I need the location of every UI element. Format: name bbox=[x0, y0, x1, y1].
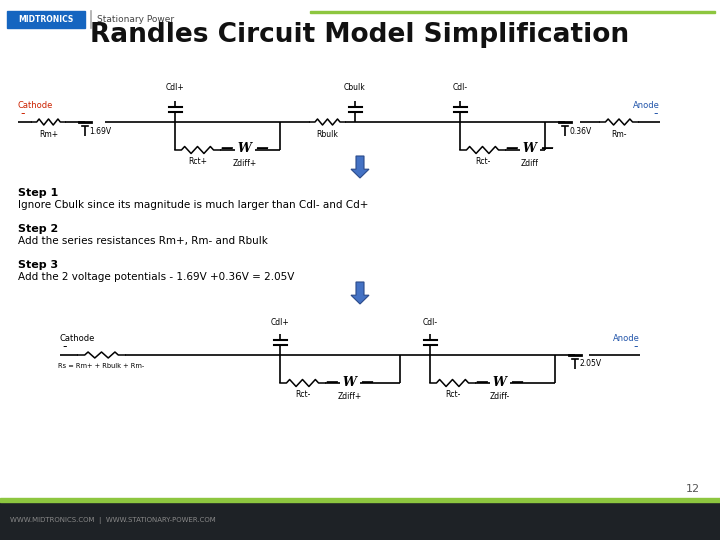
Text: Cdl+: Cdl+ bbox=[166, 83, 184, 92]
Text: Zdiff: Zdiff bbox=[521, 159, 539, 168]
Text: -: - bbox=[654, 107, 658, 120]
Text: Step 2: Step 2 bbox=[18, 224, 58, 234]
Text: Step 3: Step 3 bbox=[18, 260, 58, 270]
Text: MIDTRONICS: MIDTRONICS bbox=[19, 16, 73, 24]
Text: -: - bbox=[634, 340, 638, 353]
Text: Rm+: Rm+ bbox=[39, 130, 58, 139]
Text: Rm-: Rm- bbox=[611, 130, 626, 139]
Text: — W —: — W — bbox=[476, 375, 524, 388]
Text: Zdiff-: Zdiff- bbox=[490, 392, 510, 401]
Text: Zdiff+: Zdiff+ bbox=[233, 159, 257, 168]
Text: — W —: — W — bbox=[326, 375, 374, 388]
Text: Rct-: Rct- bbox=[445, 390, 460, 399]
Text: Randles Circuit Model Simplification: Randles Circuit Model Simplification bbox=[91, 22, 629, 48]
Text: WWW.MIDTRONICS.COM  |  WWW.STATIONARY-POWER.COM: WWW.MIDTRONICS.COM | WWW.STATIONARY-POWE… bbox=[10, 517, 216, 524]
Text: Cathode: Cathode bbox=[18, 101, 53, 110]
Text: 12: 12 bbox=[686, 484, 700, 494]
Text: 1.69V: 1.69V bbox=[89, 126, 111, 136]
Text: Rct-: Rct- bbox=[474, 157, 490, 166]
Text: — W —: — W — bbox=[506, 143, 554, 156]
Bar bbox=[0, 498, 720, 502]
Polygon shape bbox=[351, 156, 369, 178]
Text: -: - bbox=[20, 107, 24, 120]
Bar bbox=[7, 11, 85, 28]
Text: Cdl-: Cdl- bbox=[452, 83, 467, 92]
Text: Cdl+: Cdl+ bbox=[271, 318, 289, 327]
Text: Anode: Anode bbox=[633, 101, 660, 110]
Text: Stationary Power: Stationary Power bbox=[97, 16, 174, 24]
Text: Add the series resistances Rm+, Rm- and Rbulk: Add the series resistances Rm+, Rm- and … bbox=[18, 236, 268, 246]
Text: Zdiff+: Zdiff+ bbox=[338, 392, 362, 401]
Text: 0.36V: 0.36V bbox=[569, 126, 591, 136]
Text: Step 1: Step 1 bbox=[18, 188, 58, 198]
Text: — W —: — W — bbox=[221, 143, 269, 156]
Text: Anode: Anode bbox=[613, 334, 640, 343]
Text: Rbulk: Rbulk bbox=[317, 130, 338, 139]
Text: -: - bbox=[62, 340, 66, 353]
Text: Cathode: Cathode bbox=[60, 334, 95, 343]
Text: Rct+: Rct+ bbox=[188, 157, 207, 166]
Polygon shape bbox=[351, 282, 369, 304]
Text: Cbulk: Cbulk bbox=[344, 83, 366, 92]
Bar bbox=[0, 502, 720, 540]
Bar bbox=[310, 11, 715, 13]
Text: Ignore Cbulk since its magnitude is much larger than Cdl- and Cd+: Ignore Cbulk since its magnitude is much… bbox=[18, 200, 369, 210]
Text: Add the 2 voltage potentials - 1.69V +0.36V = 2.05V: Add the 2 voltage potentials - 1.69V +0.… bbox=[18, 272, 294, 282]
Text: Rct-: Rct- bbox=[294, 390, 310, 399]
Text: Cdl-: Cdl- bbox=[423, 318, 438, 327]
Text: 2.05V: 2.05V bbox=[579, 360, 601, 368]
Text: Rs = Rm+ + Rbulk + Rm-: Rs = Rm+ + Rbulk + Rm- bbox=[58, 363, 145, 369]
